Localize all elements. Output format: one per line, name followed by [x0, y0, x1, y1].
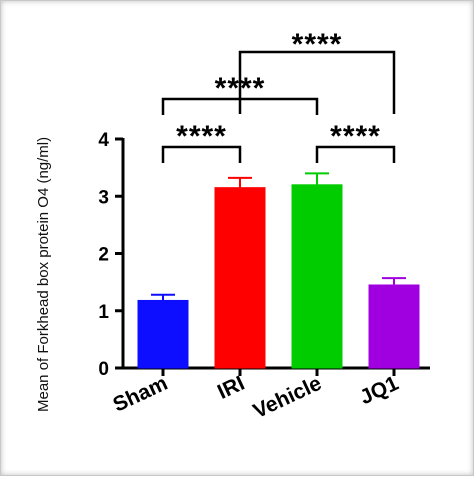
x-tick-label: IRI [214, 372, 248, 404]
bar-jq1 [368, 284, 420, 369]
significance-brackets: **** ************ [161, 28, 396, 163]
significance-bracket [161, 145, 242, 163]
y-axis-label: Mean of Forkhead box protein O4 (ng/ml) [35, 137, 52, 412]
bar-sham [137, 299, 189, 369]
x-tick-label: Sham [110, 372, 172, 417]
significance-label: **** [292, 28, 343, 61]
bar-vehicle [291, 184, 343, 369]
y-tick-label: 0 [98, 359, 109, 380]
significance-bracket [238, 50, 396, 114]
y-tick-label: 2 [98, 245, 109, 266]
y-tick-label: 4 [98, 130, 109, 151]
significance-bracket [315, 145, 396, 163]
y-tick-label: 1 [98, 302, 109, 323]
bars [137, 172, 420, 369]
bar-iri [214, 187, 266, 369]
significance-label: **** [330, 120, 381, 153]
x-tick-label: JQ1 [356, 372, 402, 410]
significance-label: **** [176, 120, 227, 153]
y-tick-label: 3 [98, 187, 109, 208]
x-tick-label: Vehicle [250, 372, 325, 423]
